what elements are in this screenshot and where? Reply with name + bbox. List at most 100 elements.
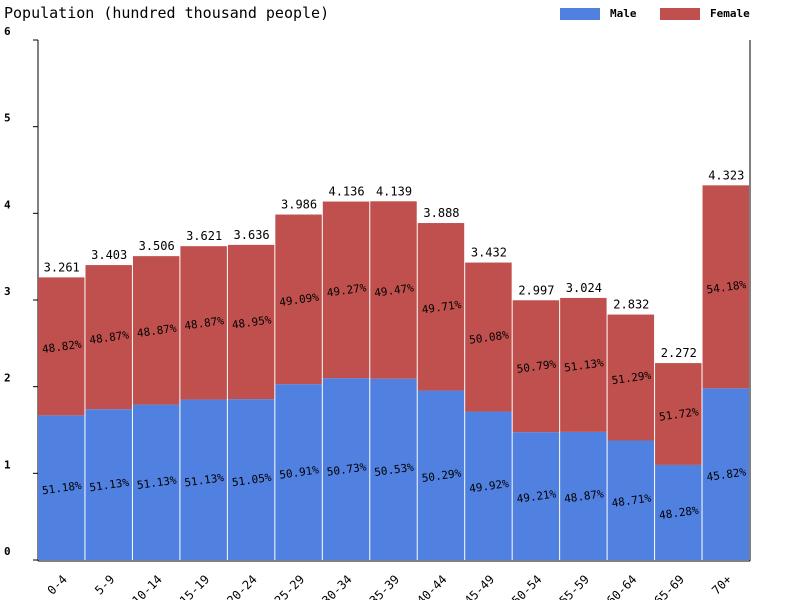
bar-segment: [85, 265, 132, 410]
total-label: 2.272: [661, 346, 697, 360]
segment-label: 49.09%: [279, 291, 321, 309]
bar-segment: [227, 244, 275, 400]
x-tick-label: 5-9: [92, 572, 117, 597]
total-label: 3.621: [186, 229, 222, 243]
segment-label: 48.82%: [41, 338, 83, 356]
x-tick-label: 20-24: [224, 572, 259, 600]
segment-label: 51.13%: [136, 474, 178, 492]
segment-label: 54.18%: [706, 278, 748, 296]
x-tick-label: 10-14: [129, 572, 164, 600]
bar-segment: [417, 223, 465, 391]
bar-segment: [180, 399, 227, 560]
segment-label: 48.95%: [231, 313, 273, 331]
bar-segment: [370, 201, 417, 379]
y-tick-label: 4: [4, 198, 11, 211]
segment-label: 48.87%: [136, 322, 178, 340]
segment-label: 48.87%: [89, 328, 131, 346]
segment-label: 51.29%: [611, 369, 653, 387]
y-tick-label: 5: [4, 112, 11, 125]
segment-label: 50.91%: [279, 463, 321, 481]
bar-segment: [370, 378, 417, 560]
segment-label: 50.29%: [421, 467, 463, 485]
segment-label: 45.82%: [706, 465, 748, 483]
segment-label: 48.87%: [184, 314, 226, 332]
total-label: 2.997: [518, 283, 554, 297]
bar-segment: [227, 399, 275, 560]
bar-segment: [417, 390, 465, 560]
x-tick-label: 25-29: [272, 572, 307, 600]
segment-label: 51.13%: [563, 356, 605, 374]
bar-segment: [512, 432, 560, 560]
bar-segment: [512, 300, 560, 433]
bar-segment: [655, 464, 702, 560]
x-tick-label: 15-19: [177, 572, 212, 600]
segment-label: 48.71%: [611, 491, 653, 509]
segment-label: 48.28%: [658, 504, 700, 522]
bar-segment: [702, 185, 749, 389]
bar-segment: [607, 314, 655, 441]
segment-label: 49.27%: [326, 281, 368, 299]
x-tick-label: 50-54: [509, 572, 544, 600]
segment-label: 50.08%: [468, 328, 510, 346]
segment-label: 49.71%: [421, 298, 463, 316]
segment-label: 51.18%: [41, 479, 83, 497]
bar-segment: [275, 214, 322, 385]
bar-segment: [322, 201, 370, 379]
total-label: 3.261: [44, 260, 80, 274]
x-tick-label: 35-39: [367, 572, 402, 600]
x-tick-label: 65-69: [651, 572, 686, 600]
bar-segment: [322, 378, 370, 560]
bar-segment: [275, 384, 322, 560]
bar-segment: [465, 411, 512, 560]
segment-label: 51.13%: [184, 471, 226, 489]
bar-segment: [560, 431, 607, 560]
total-label: 3.888: [423, 206, 459, 220]
x-tick-label: 55-59: [557, 572, 592, 600]
bar-segment: [85, 409, 132, 560]
x-tick-label: 70+: [709, 572, 734, 597]
x-tick-label: 0-4: [45, 572, 70, 597]
total-label: 3.024: [566, 281, 602, 295]
bar-segment: [702, 388, 749, 560]
legend-label: Male: [610, 7, 637, 20]
segment-label: 50.53%: [373, 461, 415, 479]
total-label: 2.832: [613, 298, 649, 312]
x-tick-label: 30-34: [319, 572, 354, 600]
legend-swatch: [560, 8, 600, 20]
segment-label: 51.05%: [231, 471, 273, 489]
total-label: 3.986: [281, 198, 317, 212]
y-tick-label: 0: [4, 545, 11, 558]
bar-segment: [132, 404, 180, 560]
y-tick-label: 3: [4, 285, 11, 298]
y-tick-label: 1: [4, 458, 11, 471]
segment-label: 49.47%: [373, 281, 415, 299]
segment-label: 49.92%: [468, 477, 510, 495]
x-tick-label: 45-49: [462, 572, 497, 600]
bar-segment: [465, 262, 512, 412]
x-tick-label: 40-44: [414, 572, 449, 600]
legend-swatch: [660, 8, 700, 20]
chart-title: Population (hundred thousand people): [4, 4, 329, 22]
segment-label: 48.87%: [563, 487, 605, 505]
total-label: 4.323: [708, 168, 744, 182]
bar-segment: [560, 297, 607, 432]
total-label: 3.403: [91, 248, 127, 262]
legend-label: Female: [710, 7, 750, 20]
total-label: 3.636: [234, 228, 270, 242]
bar-segment: [180, 246, 227, 400]
y-tick-label: 2: [4, 372, 11, 385]
x-tick-label: 60-64: [604, 572, 639, 600]
bar-segment: [132, 256, 180, 405]
total-label: 3.506: [139, 239, 175, 253]
segment-label: 51.13%: [89, 476, 131, 494]
y-tick-label: 6: [4, 25, 11, 38]
bar-segment: [38, 415, 85, 560]
segment-label: 49.21%: [516, 487, 558, 505]
total-label: 4.136: [328, 185, 364, 199]
segment-label: 50.73%: [326, 460, 368, 478]
bar-segment: [38, 277, 85, 416]
segment-label: 51.72%: [658, 405, 700, 423]
total-label: 4.139: [376, 184, 412, 198]
bar-segment: [655, 363, 702, 465]
